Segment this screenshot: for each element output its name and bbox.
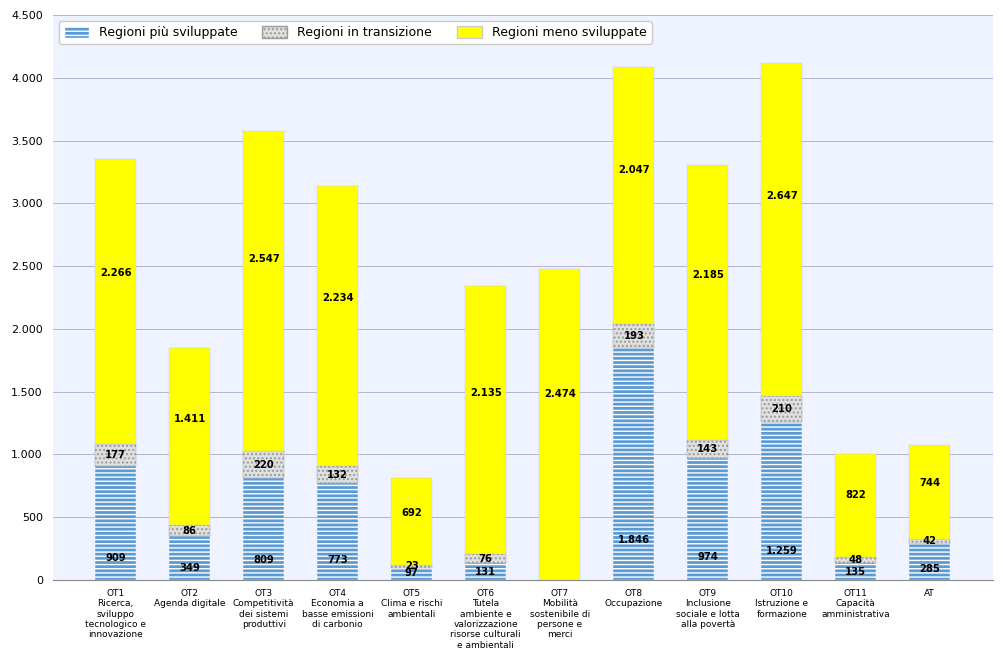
Bar [687, 457, 727, 580]
Text: 285: 285 [919, 564, 939, 574]
Text: 974: 974 [697, 551, 717, 562]
Bar [465, 554, 506, 563]
Text: 193: 193 [623, 331, 644, 341]
Bar [613, 67, 653, 324]
Bar [760, 63, 801, 395]
Bar [391, 478, 431, 564]
Text: 1.259: 1.259 [765, 546, 796, 556]
Text: 809: 809 [253, 555, 274, 564]
Bar [760, 395, 801, 422]
Text: 2.234: 2.234 [322, 293, 353, 303]
Bar [391, 568, 431, 580]
Bar [909, 446, 949, 539]
Text: 210: 210 [770, 404, 791, 414]
Bar [539, 270, 580, 580]
Bar [909, 539, 949, 544]
Bar [613, 348, 653, 580]
Bar [317, 483, 358, 580]
Text: 131: 131 [474, 567, 495, 578]
Text: 1.411: 1.411 [174, 414, 206, 424]
Bar [243, 131, 284, 451]
Text: 132: 132 [327, 469, 348, 480]
Bar [834, 557, 876, 563]
Text: 2.135: 2.135 [469, 388, 502, 398]
Bar [465, 563, 506, 580]
Text: 2.047: 2.047 [617, 165, 649, 175]
Bar [95, 466, 135, 580]
Bar [243, 451, 284, 479]
Legend: Regioni più sviluppate, Regioni in transizione, Regioni meno sviluppate: Regioni più sviluppate, Regioni in trans… [59, 21, 651, 44]
Text: 2.547: 2.547 [248, 254, 279, 264]
Text: 692: 692 [401, 508, 421, 518]
Bar [834, 563, 876, 580]
Text: 822: 822 [845, 490, 866, 500]
Text: 177: 177 [105, 449, 126, 459]
Bar [465, 286, 506, 554]
Text: 143: 143 [696, 444, 717, 453]
Bar [613, 324, 653, 348]
Bar [391, 564, 431, 568]
Text: 773: 773 [327, 555, 348, 565]
Text: 86: 86 [183, 525, 197, 535]
Text: 2.474: 2.474 [544, 389, 575, 399]
Text: 76: 76 [478, 554, 492, 564]
Text: 2.266: 2.266 [99, 268, 131, 278]
Bar [317, 186, 358, 466]
Text: 23: 23 [404, 561, 418, 571]
Text: 42: 42 [922, 537, 936, 547]
Text: 97: 97 [404, 568, 418, 578]
Bar [834, 453, 876, 557]
Text: 744: 744 [919, 478, 940, 488]
Text: 2.647: 2.647 [765, 191, 796, 201]
Text: 48: 48 [848, 555, 862, 565]
Bar [243, 479, 284, 580]
Bar [760, 422, 801, 580]
Bar [170, 525, 210, 536]
Bar [687, 440, 727, 457]
Bar [170, 536, 210, 580]
Bar [317, 466, 358, 483]
Bar [95, 444, 135, 466]
Text: 220: 220 [253, 459, 274, 469]
Bar [170, 348, 210, 525]
Text: 1.846: 1.846 [617, 535, 649, 545]
Bar [95, 159, 135, 444]
Bar [909, 544, 949, 580]
Text: 2.185: 2.185 [691, 270, 723, 280]
Text: 909: 909 [105, 553, 125, 563]
Text: 135: 135 [845, 567, 866, 577]
Bar [687, 165, 727, 440]
Text: 349: 349 [180, 563, 200, 573]
